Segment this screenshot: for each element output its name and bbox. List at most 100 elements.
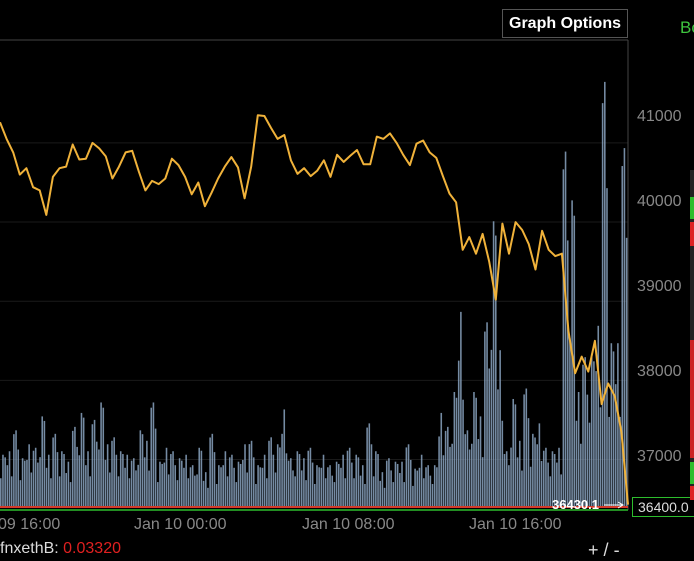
volume-bar [104, 459, 107, 507]
y-tick-label: 38000 [637, 363, 682, 380]
volume-bar [250, 440, 253, 507]
volume-bar [4, 457, 6, 507]
volume-bar [573, 215, 576, 508]
volume-bar [549, 476, 552, 507]
volume-bar [327, 467, 329, 507]
volume-bar [427, 465, 429, 507]
volume-bar [442, 455, 445, 507]
volume-bar [370, 444, 373, 507]
volume-bar [115, 454, 118, 507]
volume-bar [178, 458, 181, 507]
volume-bar [566, 240, 569, 507]
volume-bar [577, 392, 580, 507]
volume-bar [619, 416, 621, 507]
volume-bar [26, 459, 28, 507]
volume-bar [209, 437, 211, 507]
volume-bar [248, 444, 251, 507]
volume-bar [202, 480, 205, 507]
zoom-in-button[interactable]: + [588, 540, 599, 560]
volume-bar [266, 478, 268, 507]
volume-bar [351, 462, 353, 507]
volume-bar [2, 454, 4, 507]
volume-bar [150, 407, 153, 507]
volume-bar [211, 433, 214, 507]
volume-bar [322, 454, 325, 507]
volume-bar [521, 470, 523, 507]
volume-bar [8, 451, 11, 507]
volume-bar [479, 416, 482, 507]
graph-options-button[interactable]: Graph Options [502, 9, 628, 38]
volume-bar [130, 460, 133, 507]
volume-bar [460, 311, 462, 507]
side-panel-strip [690, 170, 694, 500]
volume-bar [143, 457, 146, 507]
volume-bar [185, 454, 187, 507]
volume-bar [403, 482, 405, 507]
volume-bar [174, 465, 177, 507]
volume-bar [91, 424, 94, 507]
volume-bar [529, 466, 532, 507]
volume-bar [492, 221, 495, 507]
volume-bar [228, 457, 231, 507]
volume-bar [418, 467, 421, 507]
volume-bar [471, 443, 473, 507]
volume-bar [337, 463, 340, 507]
volume-bar [621, 166, 624, 508]
volume-bar [342, 454, 344, 507]
volume-bar [558, 447, 560, 507]
volume-bar [388, 458, 390, 507]
volume-bar [152, 402, 155, 507]
x-tick-label: 09 16:00 [0, 516, 61, 533]
volume-bar [612, 351, 615, 507]
volume-bar [444, 430, 447, 507]
volume-bar [597, 325, 600, 507]
volume-bar [235, 482, 238, 507]
volume-bar [560, 474, 562, 507]
volume-bar [394, 461, 397, 507]
volume-bar [61, 451, 63, 507]
volume-bar [252, 457, 255, 507]
last-value-arrow-head [617, 501, 624, 509]
volume-bar [569, 338, 571, 507]
chart-grid [0, 39, 629, 510]
volume-bar [17, 449, 20, 507]
volume-bar [433, 465, 436, 507]
volume-bar [259, 467, 262, 507]
volume-bar [392, 482, 395, 507]
volume-bar [257, 465, 259, 507]
volume-bar [536, 444, 538, 507]
volume-bar [593, 361, 595, 507]
volume-bar [503, 454, 506, 507]
volume-bar [159, 461, 161, 507]
side-panel-red-block [690, 486, 694, 500]
volume-bar [283, 409, 286, 507]
volume-bar [601, 103, 604, 507]
volume-bar [414, 468, 416, 507]
volume-bar [246, 472, 248, 507]
volume-bar [242, 459, 244, 507]
volume-bar [383, 487, 386, 507]
volume-bar [255, 484, 257, 507]
volume-bar [510, 447, 512, 507]
volume-bar [161, 463, 163, 507]
volume-bar [294, 476, 296, 507]
volume-bar [346, 450, 349, 507]
volume-bar [318, 467, 320, 507]
volume-bar [272, 454, 275, 507]
volume-bar [429, 475, 432, 507]
volume-bar [10, 476, 13, 507]
volume-bar [176, 480, 179, 507]
volume-bar [357, 457, 360, 507]
side-panel-green-block [690, 197, 694, 219]
volume-bar [490, 349, 493, 507]
volume-bar [305, 480, 307, 507]
volume-bar [562, 169, 565, 508]
volume-bar [588, 422, 591, 507]
volume-bar [113, 437, 115, 507]
zoom-out-button[interactable]: - [613, 540, 620, 560]
volume-bar [85, 465, 87, 507]
x-tick-label: Jan 10 00:00 [134, 516, 227, 533]
volume-bar [431, 484, 434, 507]
volume-bar [106, 444, 109, 507]
